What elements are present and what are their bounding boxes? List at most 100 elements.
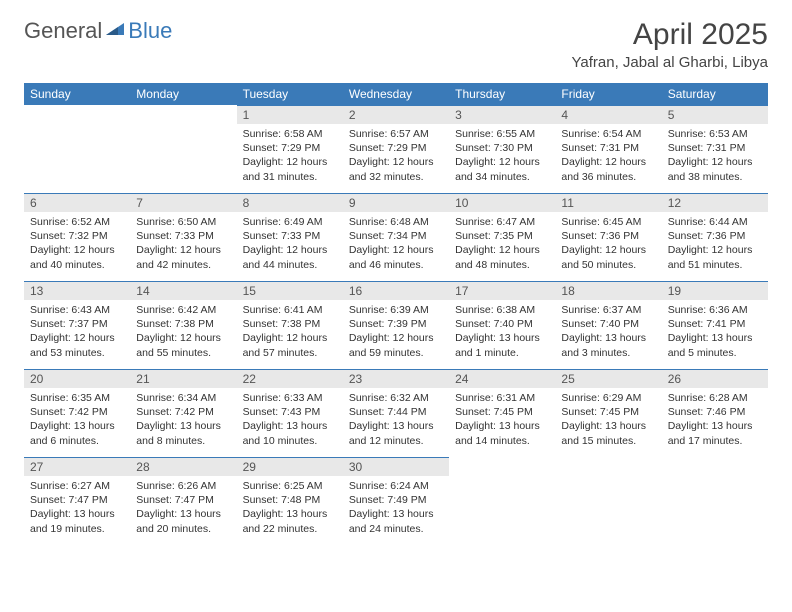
calendar-cell: 4Sunrise: 6:54 AMSunset: 7:31 PMDaylight…	[555, 105, 661, 193]
sunset-line: Sunset: 7:43 PM	[243, 406, 321, 418]
weekday-header: Saturday	[662, 83, 768, 105]
sunrise-line: Sunrise: 6:31 AM	[455, 392, 535, 404]
sunset-line: Sunset: 7:47 PM	[136, 494, 214, 506]
calendar-cell: 18Sunrise: 6:37 AMSunset: 7:40 PMDayligh…	[555, 281, 661, 369]
daylight-line: Daylight: 12 hours and 36 minutes.	[561, 156, 646, 182]
sunrise-line: Sunrise: 6:43 AM	[30, 304, 110, 316]
sunrise-line: Sunrise: 6:34 AM	[136, 392, 216, 404]
day-detail: Sunrise: 6:53 AM Sunset: 7:31 PM Daylight:…	[662, 124, 768, 188]
daylight-line: Daylight: 12 hours and 59 minutes.	[349, 332, 434, 358]
sunset-line: Sunset: 7:44 PM	[349, 406, 427, 418]
day-detail: Sunrise: 6:47 AMSunset: 7:35 PMDaylight:…	[449, 212, 555, 276]
sunset-line: Sunset: 7:48 PM	[243, 494, 321, 506]
daylight-line: Daylight: 12 hours and 32 minutes.	[349, 156, 434, 182]
day-number: 7	[130, 193, 236, 212]
calendar-row: 6Sunrise: 6:52 AMSunset: 7:32 PMDaylight…	[24, 193, 768, 281]
daylight-line: Daylight: 13 hours and 19 minutes.	[30, 508, 115, 534]
daylight-line: Daylight: 12 hours and 42 minutes.	[136, 244, 221, 270]
calendar-cell: 27Sunrise: 6:27 AMSunset: 7:47 PMDayligh…	[24, 457, 130, 545]
daylight-line: Daylight: 12 hours and 44 minutes.	[243, 244, 328, 270]
calendar-cell: 11Sunrise: 6:45 AMSunset: 7:36 PMDayligh…	[555, 193, 661, 281]
daylight-line: Daylight: 12 hours and 57 minutes.	[243, 332, 328, 358]
day-number: 22	[237, 369, 343, 388]
calendar-cell: 23Sunrise: 6:32 AMSunset: 7:44 PMDayligh…	[343, 369, 449, 457]
sunrise-line: Sunrise: 6:57 AM	[349, 128, 429, 140]
day-detail: Sunrise: 6:44 AMSunset: 7:36 PMDaylight:…	[662, 212, 768, 276]
sunrise-line: Sunrise: 6:48 AM	[349, 216, 429, 228]
calendar-cell	[449, 457, 555, 545]
day-number: 26	[662, 369, 768, 388]
sunrise-line: Sunrise: 6:39 AM	[349, 304, 429, 316]
sunrise-line: Sunrise: 6:54 AM	[561, 128, 641, 140]
sunset-line: Sunset: 7:33 PM	[243, 230, 321, 242]
calendar-body: 1Sunrise: 6:58 AMSunset: 7:29 PMDaylight…	[24, 105, 768, 545]
sunset-line: Sunset: 7:31 PM	[668, 142, 746, 154]
day-detail: Sunrise: 6:25 AMSunset: 7:48 PMDaylight:…	[237, 476, 343, 540]
day-number: 8	[237, 193, 343, 212]
sunset-line: Sunset: 7:38 PM	[243, 318, 321, 330]
logo: General Blue	[24, 18, 172, 44]
day-number: 18	[555, 281, 661, 300]
sunrise-line: Sunrise: 6:53 AM	[668, 128, 748, 140]
sunset-line: Sunset: 7:38 PM	[136, 318, 214, 330]
day-number: 10	[449, 193, 555, 212]
sunset-line: Sunset: 7:45 PM	[561, 406, 639, 418]
day-number: 17	[449, 281, 555, 300]
sunrise-line: Sunrise: 6:26 AM	[136, 480, 216, 492]
day-number: 12	[662, 193, 768, 212]
sunset-line: Sunset: 7:39 PM	[349, 318, 427, 330]
calendar-cell: 5 Sunrise: 6:53 AM Sunset: 7:31 PM Daylight…	[662, 105, 768, 193]
daylight-line: Daylight: 13 hours and 12 minutes.	[349, 420, 434, 446]
daylight-line: Daylight: 12 hours and 55 minutes.	[136, 332, 221, 358]
weekday-header: Sunday	[24, 83, 130, 105]
daylight-line: Daylight: 13 hours and 3 minutes.	[561, 332, 646, 358]
daylight-line: Daylight: 12 hours and 50 minutes.	[561, 244, 646, 270]
day-detail: Sunrise: 6:52 AMSunset: 7:32 PMDaylight:…	[24, 212, 130, 276]
sunrise-line: Sunrise: 6:38 AM	[455, 304, 535, 316]
daylight-line: Daylight: 12 hours and 38 minutes.	[668, 156, 753, 182]
daylight-line: Daylight: 12 hours and 51 minutes.	[668, 244, 753, 270]
sunset-line: Sunset: 7:42 PM	[30, 406, 108, 418]
day-detail: Sunrise: 6:33 AMSunset: 7:43 PMDaylight:…	[237, 388, 343, 452]
daylight-line: Daylight: 13 hours and 14 minutes.	[455, 420, 540, 446]
day-number: 5	[662, 105, 768, 124]
sunrise-line: Sunrise: 6:41 AM	[243, 304, 323, 316]
day-detail: Sunrise: 6:35 AMSunset: 7:42 PMDaylight:…	[24, 388, 130, 452]
day-detail: Sunrise: 6:48 AMSunset: 7:34 PMDaylight:…	[343, 212, 449, 276]
daylight-line: Daylight: 12 hours and 40 minutes.	[30, 244, 115, 270]
calendar-cell: 19Sunrise: 6:36 AMSunset: 7:41 PMDayligh…	[662, 281, 768, 369]
sunrise-line: Sunrise: 6:33 AM	[243, 392, 323, 404]
day-number: 2	[343, 105, 449, 124]
calendar-cell: 30Sunrise: 6:24 AMSunset: 7:49 PMDayligh…	[343, 457, 449, 545]
daylight-line: Daylight: 12 hours and 53 minutes.	[30, 332, 115, 358]
calendar-cell: 10Sunrise: 6:47 AMSunset: 7:35 PMDayligh…	[449, 193, 555, 281]
location-label: Yafran, Jabal al Gharbi, Libya	[571, 54, 768, 71]
day-detail: Sunrise: 6:50 AMSunset: 7:33 PMDaylight:…	[130, 212, 236, 276]
calendar-cell: 29Sunrise: 6:25 AMSunset: 7:48 PMDayligh…	[237, 457, 343, 545]
sunrise-line: Sunrise: 6:47 AM	[455, 216, 535, 228]
calendar-cell: 1Sunrise: 6:58 AMSunset: 7:29 PMDaylight…	[237, 105, 343, 193]
calendar-cell: 28Sunrise: 6:26 AMSunset: 7:47 PMDayligh…	[130, 457, 236, 545]
sunset-line: Sunset: 7:29 PM	[243, 142, 321, 154]
sunset-line: Sunset: 7:45 PM	[455, 406, 533, 418]
calendar-cell: 8Sunrise: 6:49 AMSunset: 7:33 PMDaylight…	[237, 193, 343, 281]
calendar-cell: 21Sunrise: 6:34 AMSunset: 7:42 PMDayligh…	[130, 369, 236, 457]
daylight-line: Daylight: 13 hours and 22 minutes.	[243, 508, 328, 534]
daylight-line: Daylight: 13 hours and 5 minutes.	[668, 332, 753, 358]
sunrise-line: Sunrise: 6:50 AM	[136, 216, 216, 228]
sunrise-line: Sunrise: 6:52 AM	[30, 216, 110, 228]
day-detail: Sunrise: 6:24 AMSunset: 7:49 PMDaylight:…	[343, 476, 449, 540]
sunrise-line: Sunrise: 6:36 AM	[668, 304, 748, 316]
sunset-line: Sunset: 7:40 PM	[455, 318, 533, 330]
sunset-line: Sunset: 7:35 PM	[455, 230, 533, 242]
logo-text-general: General	[24, 18, 102, 44]
day-detail: Sunrise: 6:39 AM Sunset: 7:39 PM Daylight:…	[343, 300, 449, 364]
sunrise-line: Sunrise: 6:45 AM	[561, 216, 641, 228]
sunrise-line: Sunrise: 6:24 AM	[349, 480, 429, 492]
day-detail: Sunrise: 6:57 AMSunset: 7:29 PMDaylight:…	[343, 124, 449, 188]
daylight-line: Daylight: 12 hours and 31 minutes.	[243, 156, 328, 182]
sunrise-line: Sunrise: 6:29 AM	[561, 392, 641, 404]
day-detail: Sunrise: 6:32 AMSunset: 7:44 PMDaylight:…	[343, 388, 449, 452]
calendar-cell: 24Sunrise: 6:31 AMSunset: 7:45 PMDayligh…	[449, 369, 555, 457]
calendar-cell	[130, 105, 236, 193]
